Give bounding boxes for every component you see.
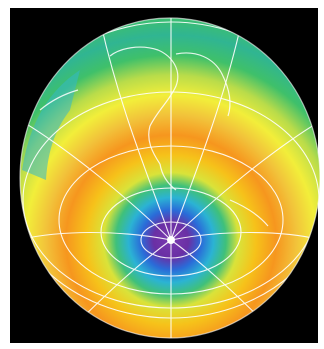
pole-marker-icon	[167, 236, 175, 244]
false-color-bands	[20, 18, 320, 338]
globe	[20, 18, 320, 338]
globe-limb	[19, 17, 321, 339]
cyan-region-left	[22, 70, 80, 180]
coastlines-icon	[39, 46, 269, 227]
